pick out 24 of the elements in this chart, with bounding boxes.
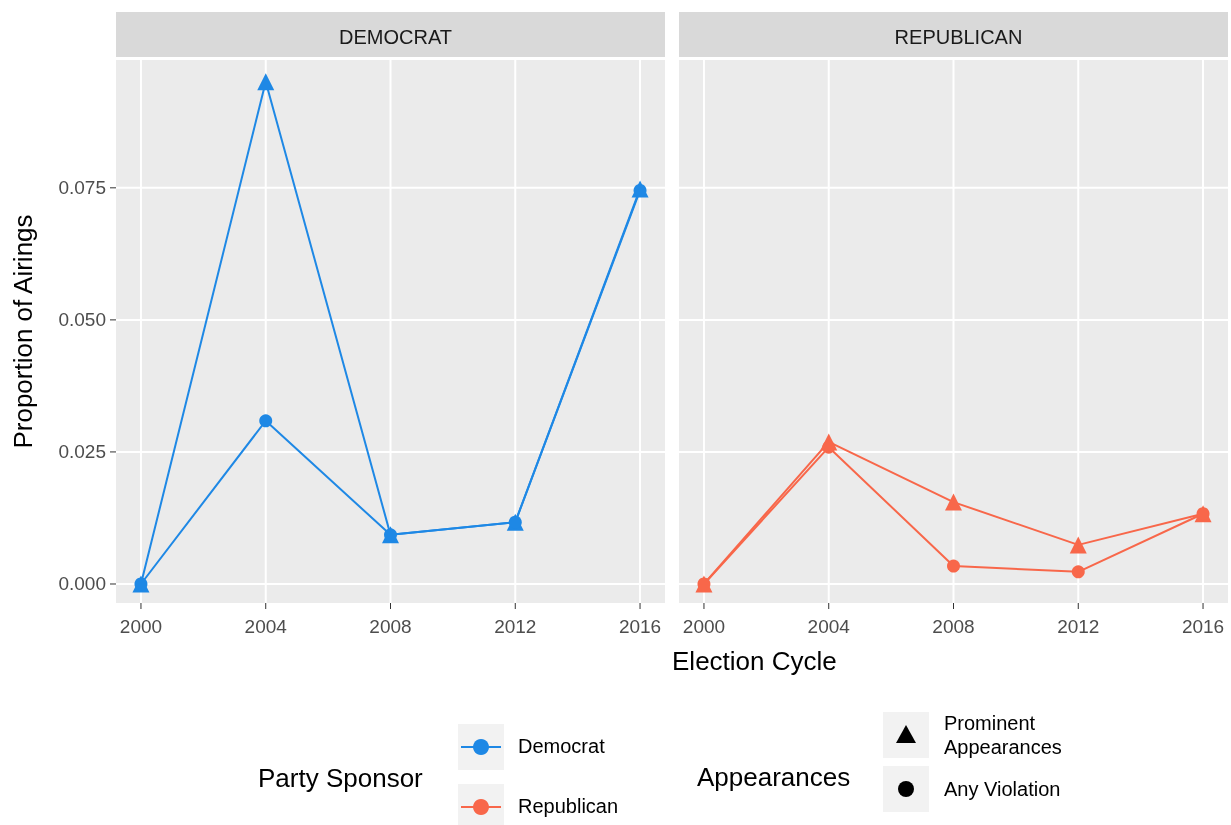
text: Prominent Appearances — [944, 711, 1063, 759]
x-tick-label: 2008 — [369, 616, 412, 637]
x-tick-label: 2004 — [244, 616, 288, 637]
y-tick-label: 0.075 — [58, 177, 106, 199]
category-label: Republican — [518, 795, 619, 817]
y-axis-title: Proportion of Airings — [8, 214, 38, 449]
x-tick-label: 2012 — [494, 616, 537, 637]
y-tick-label: 0.025 — [58, 441, 106, 463]
x-axis-title: Election Cycle — [672, 646, 837, 676]
chart-title: DEMOCRAT — [339, 26, 452, 48]
text: Any Violation — [944, 777, 1062, 801]
legend-title: Party Sponsor — [258, 763, 424, 793]
x-tick-label: 2000 — [682, 616, 726, 637]
y-tick-label: 0.000 — [58, 573, 106, 595]
x-tick-label: 2008 — [932, 616, 975, 637]
y-tick-label: 0.050 — [58, 309, 106, 331]
x-tick-label: 2016 — [618, 616, 662, 637]
chart-title: REPUBLICAN — [894, 26, 1023, 48]
x-tick-label: 2016 — [1181, 616, 1225, 637]
x-tick-label: 2000 — [119, 616, 163, 637]
category-label: Democrat — [518, 735, 606, 757]
x-tick-label: 2012 — [1057, 616, 1100, 637]
legend-title: Appearances — [697, 762, 851, 792]
x-tick-label: 2004 — [807, 616, 851, 637]
